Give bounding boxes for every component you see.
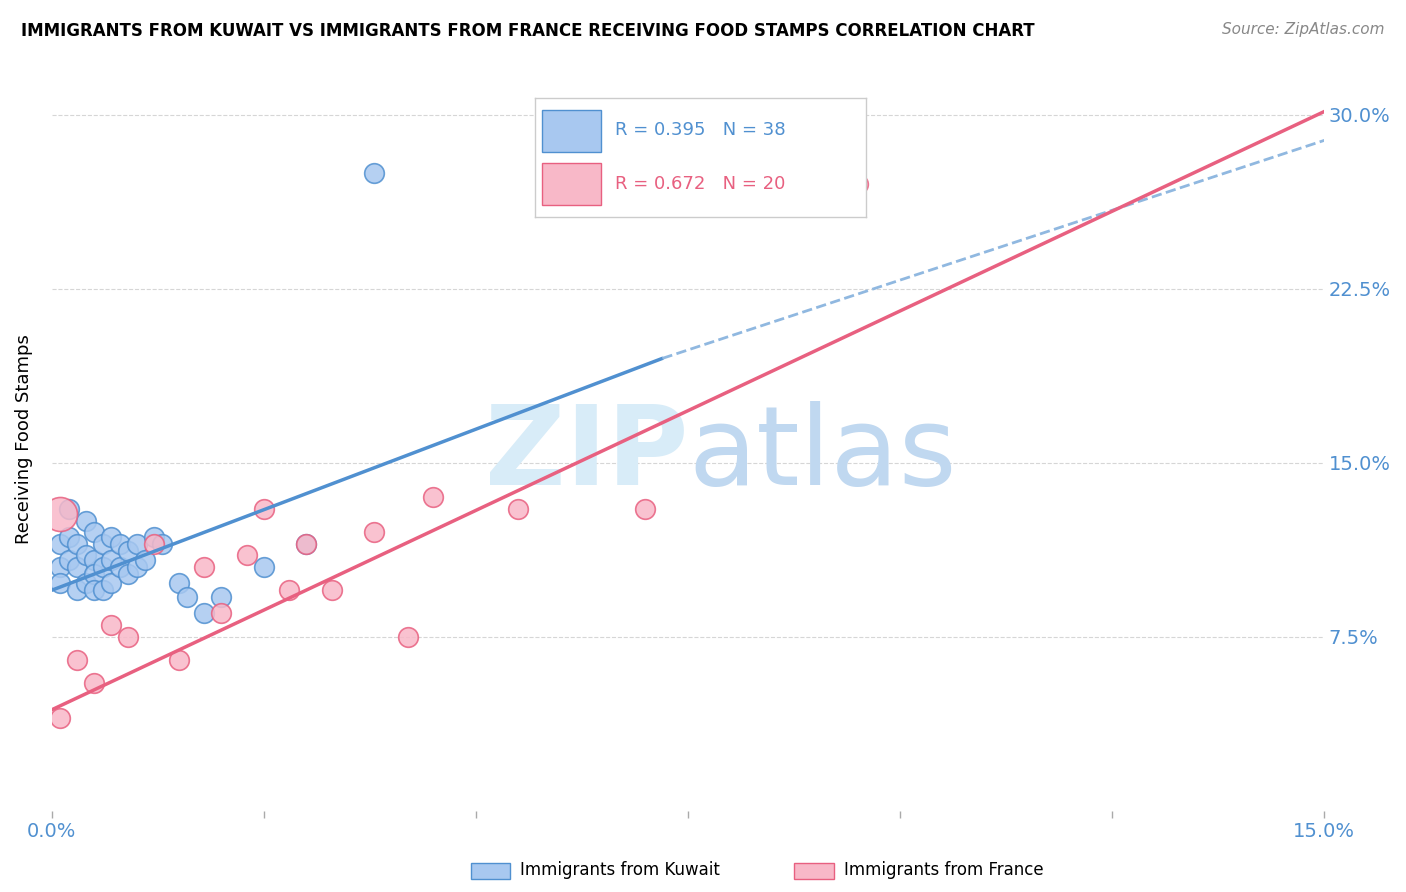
Point — [508, 502, 530, 516]
Point — [150, 537, 173, 551]
Point — [66, 560, 89, 574]
Point — [176, 590, 198, 604]
Text: atlas: atlas — [688, 401, 956, 508]
Point — [193, 560, 215, 574]
Point — [117, 567, 139, 582]
Text: Source: ZipAtlas.com: Source: ZipAtlas.com — [1222, 22, 1385, 37]
Point — [278, 583, 301, 598]
Point — [83, 583, 105, 598]
Point — [253, 560, 276, 574]
Point — [117, 630, 139, 644]
Point — [75, 576, 97, 591]
Point — [142, 530, 165, 544]
Point — [49, 537, 72, 551]
Point — [209, 590, 232, 604]
Point — [108, 537, 131, 551]
Point — [49, 560, 72, 574]
Point — [66, 583, 89, 598]
Point — [58, 502, 80, 516]
Point — [236, 549, 259, 563]
Point — [125, 537, 148, 551]
Point — [363, 525, 385, 540]
Point — [209, 607, 232, 621]
Point — [253, 502, 276, 516]
Point — [634, 502, 657, 516]
Point — [91, 583, 114, 598]
Point — [295, 537, 318, 551]
Point — [363, 166, 385, 180]
Point — [91, 560, 114, 574]
Point — [75, 549, 97, 563]
Point — [49, 507, 72, 521]
Point — [295, 537, 318, 551]
Point — [83, 553, 105, 567]
Point — [117, 544, 139, 558]
Point — [193, 607, 215, 621]
Point — [58, 530, 80, 544]
Point — [66, 653, 89, 667]
Point — [49, 576, 72, 591]
Point — [83, 676, 105, 690]
Point — [125, 560, 148, 574]
Text: ZIP: ZIP — [485, 401, 688, 508]
Text: Immigrants from France: Immigrants from France — [844, 861, 1043, 879]
Point — [100, 530, 122, 544]
Point — [422, 491, 444, 505]
Point — [142, 537, 165, 551]
Point — [108, 560, 131, 574]
Point — [91, 537, 114, 551]
Point — [66, 537, 89, 551]
Point — [100, 576, 122, 591]
Point — [321, 583, 343, 598]
Text: IMMIGRANTS FROM KUWAIT VS IMMIGRANTS FROM FRANCE RECEIVING FOOD STAMPS CORRELATI: IMMIGRANTS FROM KUWAIT VS IMMIGRANTS FRO… — [21, 22, 1035, 40]
Point — [846, 178, 869, 192]
Point — [100, 618, 122, 632]
Text: Immigrants from Kuwait: Immigrants from Kuwait — [520, 861, 720, 879]
Point — [167, 576, 190, 591]
Point — [83, 567, 105, 582]
Point — [58, 553, 80, 567]
Point — [134, 553, 156, 567]
Point — [75, 514, 97, 528]
Point — [167, 653, 190, 667]
Y-axis label: Receiving Food Stamps: Receiving Food Stamps — [15, 334, 32, 544]
Point — [83, 525, 105, 540]
Point — [100, 553, 122, 567]
Point — [49, 711, 72, 725]
Point — [396, 630, 419, 644]
